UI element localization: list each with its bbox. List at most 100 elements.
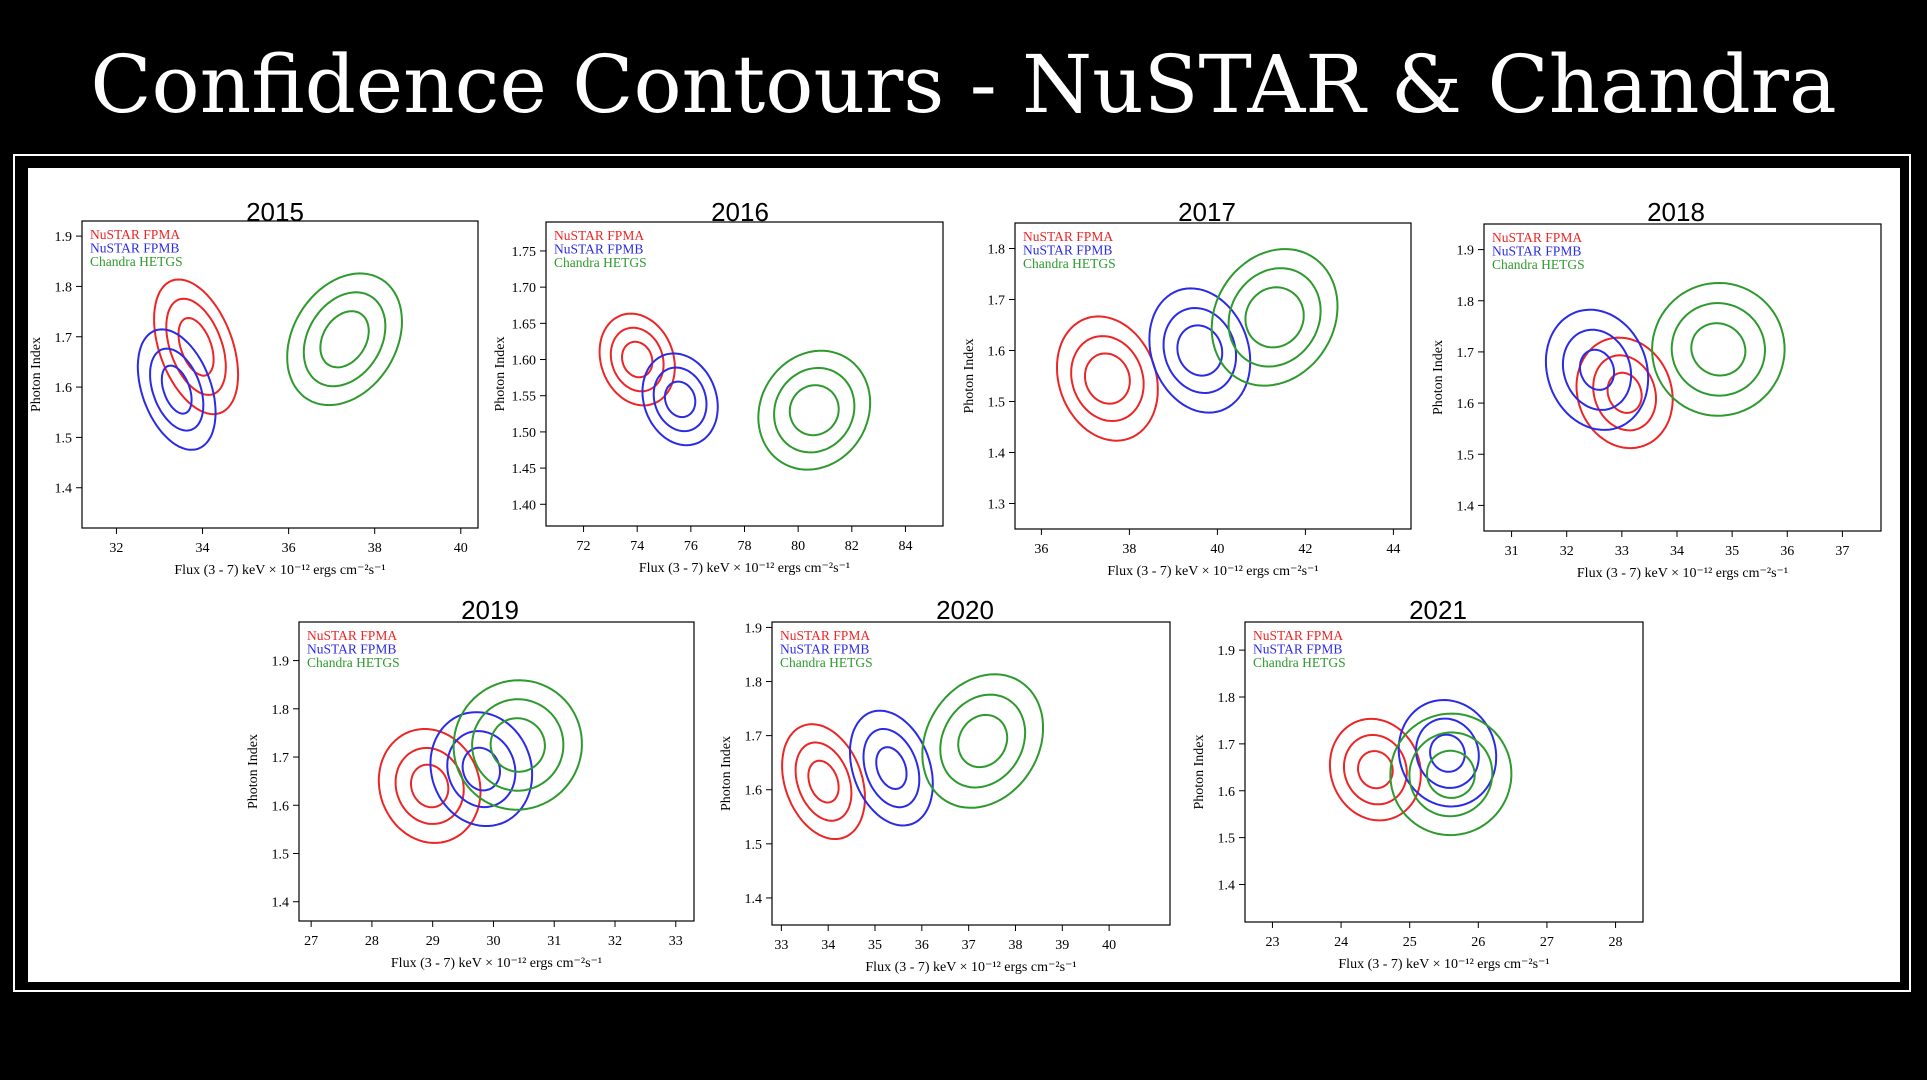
x-tick-label: 36 [282, 541, 296, 556]
legend-entry-nustar-fpma: NuSTAR FPMA [780, 628, 870, 643]
contour-chart-2021: 23 24 25 26 27 28 1.4 1.5 1.6 1.7 1.8 1.9 Flux (3 - … [1192, 621, 1644, 972]
x-tick-label: 27 [304, 934, 318, 949]
contour-nustar-fpmb-level-3 [1148, 287, 1252, 414]
legend-entry-nustar-fpmb: NuSTAR FPMB [307, 642, 396, 657]
x-tick-label: 30 [486, 934, 500, 949]
contour-nustar-fpma-level-3 [1328, 717, 1422, 822]
x-tick-label: 38 [368, 541, 382, 556]
contour-chandra-hetgs-level-3 [757, 349, 872, 471]
contour-nustar-fpma-level-1 [410, 763, 450, 809]
contour-nustar-fpma-level-2 [1343, 734, 1408, 806]
contour-nustar-fpmb-level-2 [1561, 328, 1633, 411]
y-tick-label: 1.4 [272, 896, 290, 911]
contour-chart-2015: 32 34 36 38 40 1.4 1.5 1.6 1.7 1.8 1.9 Flux (3 - 7)… [29, 220, 479, 578]
plot-frame [771, 621, 1171, 926]
figure-frame [13, 154, 1911, 992]
x-tick-label: 28 [1609, 935, 1623, 950]
x-tick-label: 76 [684, 539, 698, 554]
y-axis-label: Photon Index [29, 337, 44, 412]
contour-nustar-fpmb-level-1 [1176, 324, 1224, 377]
contour-nustar-fpmb-level-2 [652, 366, 708, 433]
x-tick-label: 78 [738, 539, 752, 554]
plot-frame [1483, 223, 1882, 532]
contour-chart-2016: 72 74 76 78 80 82 84 1.40 1.45 1.50 1.55 1.60 1.65 1.… [493, 221, 944, 576]
legend-entry-nustar-fpma: NuSTAR FPMA [1492, 230, 1582, 245]
x-tick-label: 36 [1034, 542, 1048, 557]
y-tick-label: 1.8 [55, 280, 73, 295]
contour-chandra-hetgs-level-2 [939, 693, 1027, 789]
x-tick-label: 84 [898, 539, 912, 554]
y-tick-label: 1.9 [745, 621, 763, 636]
y-tick-label: 1.6 [272, 799, 290, 814]
plot-frame [1014, 222, 1412, 530]
contour-chart-2020: 33 34 35 36 37 38 39 40 1.4 1.5 1.6 1.7 1.8 1.9 Flux (… [719, 621, 1171, 975]
contour-nustar-fpma-level-2 [165, 297, 227, 396]
x-tick-label: 34 [1670, 544, 1684, 559]
contour-nustar-fpma-level-1 [620, 340, 654, 379]
contour-nustar-fpma-level-1 [1084, 352, 1131, 405]
y-tick-label: 1.7 [1218, 738, 1236, 753]
x-tick-label: 33 [669, 934, 683, 949]
contour-chandra-hetgs-level-1 [1690, 322, 1747, 377]
contour-chandra-hetgs-level-2 [1227, 267, 1322, 368]
y-tick-label: 1.4 [1457, 499, 1475, 514]
contour-chandra-hetgs-level-2 [1670, 302, 1767, 397]
y-tick-label: 1.8 [745, 676, 763, 691]
figure-panel [28, 168, 1900, 982]
legend-entry-nustar-fpmb: NuSTAR FPMB [1253, 642, 1342, 657]
y-tick-label: 1.6 [745, 784, 763, 799]
legend-entry-nustar-fpmb: NuSTAR FPMB [1023, 243, 1112, 258]
contour-nustar-fpma-level-3 [781, 723, 866, 840]
x-tick-label: 74 [630, 539, 644, 554]
contour-nustar-fpma-level-1 [1606, 371, 1643, 414]
y-tick-label: 1.6 [55, 381, 73, 396]
x-tick-label: 39 [1055, 938, 1069, 953]
x-tick-label: 42 [1298, 542, 1312, 557]
y-tick-label: 1.70 [512, 281, 537, 296]
x-tick-label: 28 [365, 934, 379, 949]
contour-nustar-fpmb-level-1 [875, 746, 908, 791]
x-axis-label: Flux (3 - 7) keV × 10⁻¹² ergs cm⁻²s⁻¹ [174, 563, 385, 578]
y-tick-label: 1.7 [55, 331, 73, 346]
contour-chandra-hetgs-level-3 [286, 272, 404, 407]
contour-nustar-fpmb-level-3 [136, 328, 217, 451]
x-tick-label: 23 [1265, 935, 1279, 950]
y-tick-label: 1.65 [512, 317, 537, 332]
y-axis-label: Photon Index [1192, 734, 1207, 809]
y-tick-label: 1.8 [1218, 691, 1236, 706]
y-tick-label: 1.9 [1218, 644, 1236, 659]
contour-nustar-fpma-level-2 [794, 741, 853, 822]
contour-nustar-fpmb-level-3 [1397, 698, 1498, 808]
contour-nustar-fpmb-level-3 [429, 711, 534, 827]
contour-nustar-fpmb-level-2 [862, 728, 921, 809]
y-tick-label: 1.55 [512, 390, 537, 405]
legend-entry-nustar-fpmb: NuSTAR FPMB [554, 242, 643, 257]
x-axis-label: Flux (3 - 7) keV × 10⁻¹² ergs cm⁻²s⁻¹ [1577, 566, 1788, 581]
legend-entry-chandra-hetgs: Chandra HETGS [780, 655, 873, 670]
x-tick-label: 72 [577, 539, 591, 554]
y-tick-label: 1.6 [988, 345, 1006, 360]
x-tick-label: 29 [426, 934, 440, 949]
contour-chandra-hetgs-level-1 [489, 717, 546, 773]
chart-title-2020: 2020 [936, 595, 994, 625]
y-tick-label: 1.7 [1457, 346, 1475, 361]
y-tick-label: 1.75 [512, 245, 537, 260]
y-tick-label: 1.4 [1218, 879, 1236, 894]
x-tick-label: 37 [962, 938, 976, 953]
contour-nustar-fpma-level-3 [153, 278, 240, 416]
contour-chandra-hetgs-level-1 [1425, 749, 1476, 799]
plot-frame [298, 621, 695, 922]
y-tick-label: 1.7 [745, 730, 763, 745]
legend-entry-nustar-fpmb: NuSTAR FPMB [780, 642, 869, 657]
legend-entry-chandra-hetgs: Chandra HETGS [1023, 256, 1116, 271]
x-tick-label: 36 [1780, 544, 1794, 559]
contour-nustar-fpmb-level-2 [446, 730, 517, 809]
y-tick-label: 1.40 [512, 498, 537, 513]
x-axis-label: Flux (3 - 7) keV × 10⁻¹² ergs cm⁻²s⁻¹ [639, 561, 850, 576]
x-axis-label: Flux (3 - 7) keV × 10⁻¹² ergs cm⁻²s⁻¹ [1338, 957, 1549, 972]
contour-chandra-hetgs-level-2 [1408, 731, 1494, 818]
contour-nustar-fpma-level-3 [1575, 336, 1674, 450]
contour-nustar-fpmb-level-1 [160, 364, 193, 415]
x-tick-label: 32 [608, 934, 622, 949]
x-tick-label: 25 [1403, 935, 1417, 950]
